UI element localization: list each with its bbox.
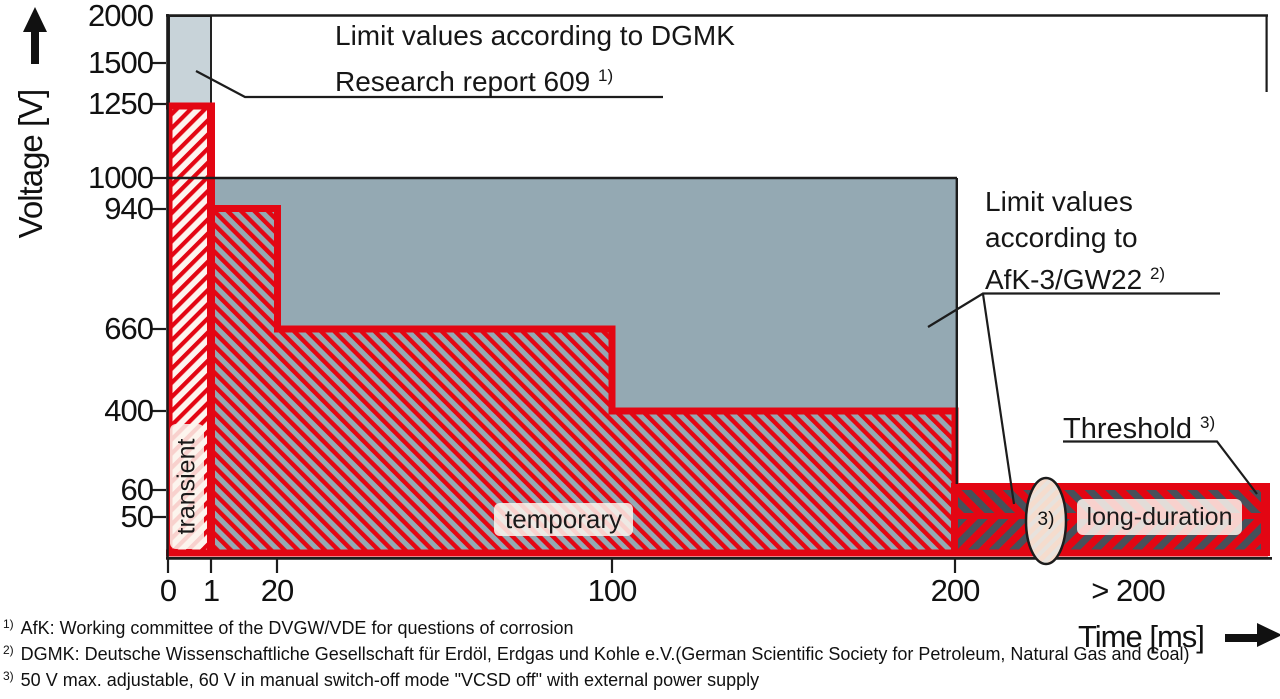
dgmk-annotation-line2: Research report 609 1) <box>335 66 614 97</box>
x-axis-title: Time [ms] <box>1078 619 1205 654</box>
callout-lines <box>195 70 1258 505</box>
dgmk-annotation-line1: Limit values according to DGMK <box>335 20 735 51</box>
y-tick-1000: 1000 <box>88 160 154 195</box>
y-axis-arrowhead-icon <box>23 7 47 32</box>
x-axis-arrow-icon <box>1225 634 1258 642</box>
dgmk-limit-region <box>168 15 212 105</box>
footnote-3: 3) 50 V max. adjustable, 60 V in manual s… <box>3 669 760 691</box>
dgmk-annotation: Limit values according to DGMK Research … <box>335 16 735 102</box>
region-label-temporary: temporary <box>494 503 633 536</box>
afk-callout-line-2 <box>981 293 1016 505</box>
y-tick-50: 50 <box>120 499 154 534</box>
y-tick-1500: 1500 <box>88 45 154 80</box>
y-tick-400: 400 <box>104 393 154 428</box>
axes-lines <box>150 14 1272 573</box>
x-tick-gt200: > 200 <box>1091 573 1165 608</box>
y-tick-60: 60 <box>120 472 154 507</box>
footnote-3-marker-label: 3) <box>1037 509 1055 530</box>
footnote-3-text: 50 V max. adjustable, 60 V in manual swi… <box>20 670 760 690</box>
y-tick-940: 940 <box>104 191 154 226</box>
footnote-1-text: AfK: Working committee of the DVGW/VDE f… <box>20 618 574 638</box>
x-tick-200: 200 <box>930 573 981 608</box>
footnote-2: 2) DGMK: Deutsche Wissenschaftliche Gesel… <box>3 643 1190 665</box>
x-axis-arrowhead-icon <box>1257 623 1280 647</box>
x-tick-1: 1 <box>202 573 220 608</box>
temporary-region-hatch <box>211 209 957 554</box>
afk-annotation: Limit values according to AfK-3/GW22 2) <box>985 184 1165 298</box>
afk-callout-line <box>927 292 1220 328</box>
y-axis-arrow-icon <box>31 30 39 64</box>
afk-annotation-line3: AfK-3/GW22 2) <box>985 264 1166 295</box>
x-tick-0: 0 <box>159 573 177 608</box>
region-label-long-duration: long-duration <box>1077 499 1242 535</box>
dgmk-footnote-ref: 1) <box>598 66 614 85</box>
footnote-1: 1) AfK: Working committee of the DVGW/VDE… <box>3 617 574 639</box>
footnote-3-ellipse-marker <box>1024 476 1068 566</box>
threshold-callout-line <box>1063 440 1258 495</box>
footnote-3-sup: 3) <box>3 669 14 683</box>
dgmk-callout-line <box>195 70 663 99</box>
afk-annotation-line2: according to <box>985 222 1138 253</box>
footnote-2-sup: 2) <box>3 643 14 657</box>
region-label-transient: transient <box>170 424 204 549</box>
y-tick-2000: 2000 <box>88 0 154 33</box>
afk-annotation-line1: Limit values <box>985 186 1133 217</box>
y-tick-1250: 1250 <box>88 86 154 121</box>
threshold-annotation: Threshold 3) <box>1063 406 1215 446</box>
x-tick-20: 20 <box>260 573 294 608</box>
footnote-1-sup: 1) <box>3 617 14 631</box>
afk-footnote-ref: 2) <box>1149 264 1166 283</box>
footnote-2-text: DGMK: Deutsche Wissenschaftliche Gesells… <box>20 644 1190 664</box>
threshold-footnote-ref: 3) <box>1200 413 1216 432</box>
x-tick-100: 100 <box>587 573 638 608</box>
threshold-annotation-text: Threshold 3) <box>1063 413 1216 445</box>
y-tick-660: 660 <box>104 311 154 346</box>
